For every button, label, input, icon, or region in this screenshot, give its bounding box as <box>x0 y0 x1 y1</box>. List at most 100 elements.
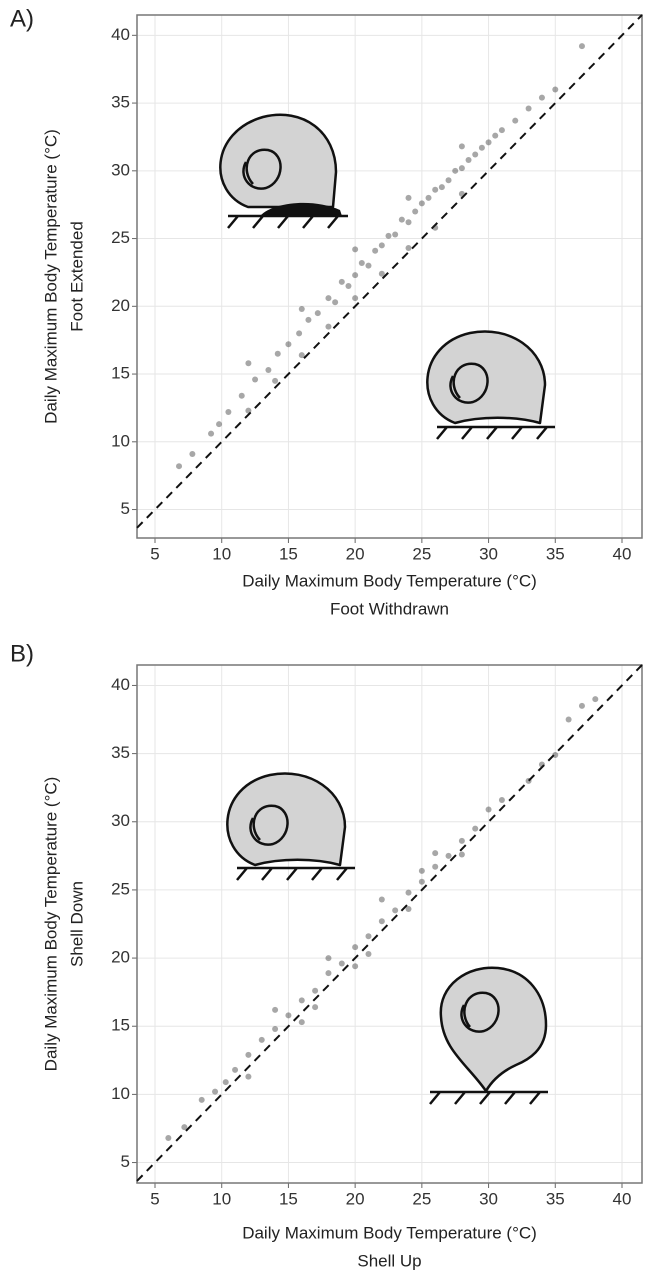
point <box>332 299 339 306</box>
plot-border <box>136 14 643 539</box>
point <box>176 463 183 470</box>
point <box>272 1006 279 1013</box>
point <box>298 306 305 313</box>
point <box>372 247 379 254</box>
point <box>352 963 359 970</box>
x-tick-label: 5 <box>150 544 159 563</box>
data-layer <box>136 14 643 1182</box>
y-tick-label: 40 <box>111 25 130 44</box>
point <box>265 366 272 373</box>
x-tick-label: 40 <box>613 544 632 563</box>
point <box>338 960 345 967</box>
ground <box>436 425 555 440</box>
point <box>165 1135 172 1142</box>
point <box>458 851 465 858</box>
point <box>208 430 215 437</box>
shell <box>219 113 338 209</box>
snail-foot-withdrawn <box>426 330 555 440</box>
point <box>338 278 345 285</box>
point <box>258 1036 265 1043</box>
x-tick-label: 35 <box>546 1189 565 1208</box>
point <box>392 231 399 238</box>
point <box>298 997 305 1004</box>
panel-label: B) <box>10 640 34 667</box>
grid-layer: A) 5 10 15 20 25 30 35 40 5 10 15 20 25 30 35 40 Daily Ma… <box>10 5 643 1270</box>
point <box>398 216 405 223</box>
shell <box>439 966 548 1093</box>
point <box>245 407 252 414</box>
ground <box>227 214 348 229</box>
point <box>445 177 452 184</box>
y-tick-label: 40 <box>111 675 130 694</box>
x-tick-label: 25 <box>412 1189 431 1208</box>
point <box>418 867 425 874</box>
point <box>552 86 559 93</box>
point <box>592 696 599 703</box>
point <box>458 190 465 197</box>
snail-shell-down <box>226 772 355 881</box>
x-tick-label: 30 <box>479 1189 498 1208</box>
x-tick-label: 5 <box>150 1189 159 1208</box>
point <box>345 282 352 289</box>
point <box>498 796 505 803</box>
y-tick-label: 30 <box>111 811 130 830</box>
point <box>274 350 281 357</box>
point <box>225 408 232 415</box>
point <box>325 323 332 330</box>
point <box>512 117 519 124</box>
y-tick-label: 25 <box>111 879 130 898</box>
y-tick-label: 10 <box>111 1084 130 1103</box>
foot <box>260 202 342 216</box>
x-axis-label: Foot Withdrawn <box>330 599 449 618</box>
point <box>378 270 385 277</box>
point <box>485 139 492 146</box>
point <box>425 194 432 201</box>
point <box>272 1025 279 1032</box>
snail-shell-up <box>429 966 548 1105</box>
y-tick-label: 35 <box>111 93 130 112</box>
x-tick-label: 15 <box>279 1189 298 1208</box>
point <box>472 825 479 832</box>
point <box>312 1004 319 1011</box>
point <box>405 906 412 913</box>
y-tick-label: 20 <box>111 948 130 967</box>
point <box>578 702 585 709</box>
point <box>432 850 439 857</box>
point <box>298 352 305 359</box>
panel-label: A) <box>10 5 34 32</box>
point <box>352 944 359 951</box>
y-tick-label: 25 <box>111 228 130 247</box>
point <box>458 165 465 172</box>
icons <box>219 113 555 1105</box>
spiral <box>242 148 282 190</box>
point <box>212 1088 219 1095</box>
y-tick-label: 10 <box>111 431 130 450</box>
point <box>378 896 385 903</box>
point <box>458 837 465 844</box>
point <box>238 392 245 399</box>
y-tick-label: 20 <box>111 296 130 315</box>
point <box>525 777 532 784</box>
point <box>432 863 439 870</box>
point <box>216 421 223 428</box>
point <box>358 259 365 266</box>
point <box>365 262 372 269</box>
point <box>305 316 312 323</box>
plot-border <box>136 664 643 1184</box>
x-tick-label: 10 <box>212 1189 231 1208</box>
x-axis-label: Shell Up <box>357 1251 421 1270</box>
x-tick-label: 15 <box>279 544 298 563</box>
point <box>352 246 359 253</box>
snail-foot-extended <box>219 113 348 229</box>
ground <box>429 1090 548 1105</box>
x-tick-label: 10 <box>212 544 231 563</box>
point <box>405 889 412 896</box>
point <box>418 200 425 207</box>
point <box>485 806 492 813</box>
point <box>405 219 412 226</box>
point <box>222 1079 229 1086</box>
point <box>352 272 359 279</box>
point <box>492 132 499 139</box>
identity-line <box>136 664 643 1182</box>
